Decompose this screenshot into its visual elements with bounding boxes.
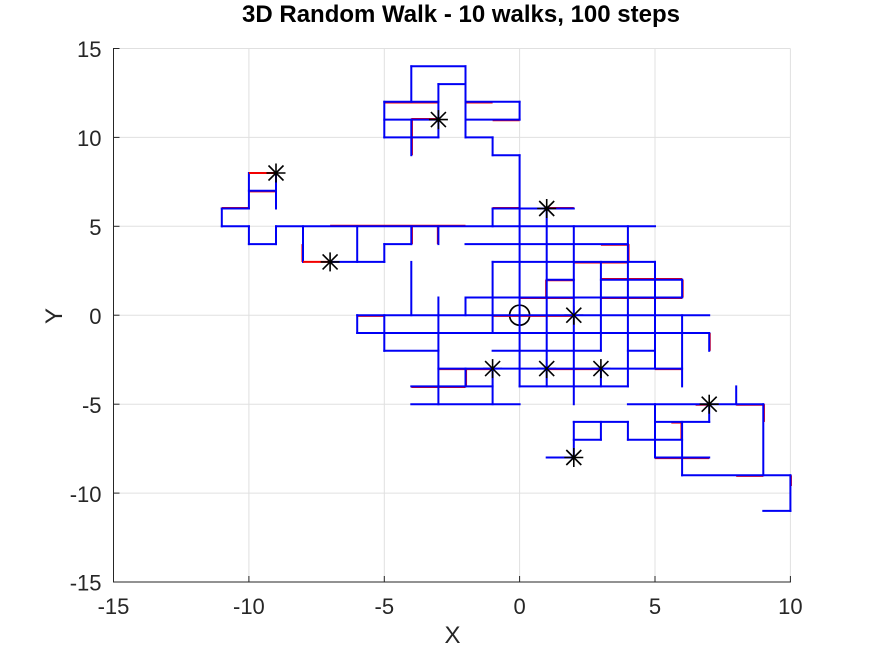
svg-text:X: X <box>444 622 460 649</box>
svg-text:15: 15 <box>77 37 101 62</box>
svg-text:5: 5 <box>649 594 661 619</box>
svg-text:-10: -10 <box>70 482 102 507</box>
svg-text:-15: -15 <box>98 594 130 619</box>
svg-text:Y: Y <box>41 308 68 324</box>
svg-text:-5: -5 <box>82 393 102 418</box>
svg-text:5: 5 <box>89 215 101 240</box>
svg-text:-15: -15 <box>70 571 102 596</box>
svg-text:10: 10 <box>77 126 101 151</box>
svg-text:0: 0 <box>89 304 101 329</box>
svg-text:-5: -5 <box>375 594 395 619</box>
svg-text:3D Random Walk - 10 walks, 100: 3D Random Walk - 10 walks, 100 steps <box>242 1 680 28</box>
svg-text:0: 0 <box>513 594 525 619</box>
svg-text:-10: -10 <box>233 594 265 619</box>
svg-text:10: 10 <box>778 594 802 619</box>
